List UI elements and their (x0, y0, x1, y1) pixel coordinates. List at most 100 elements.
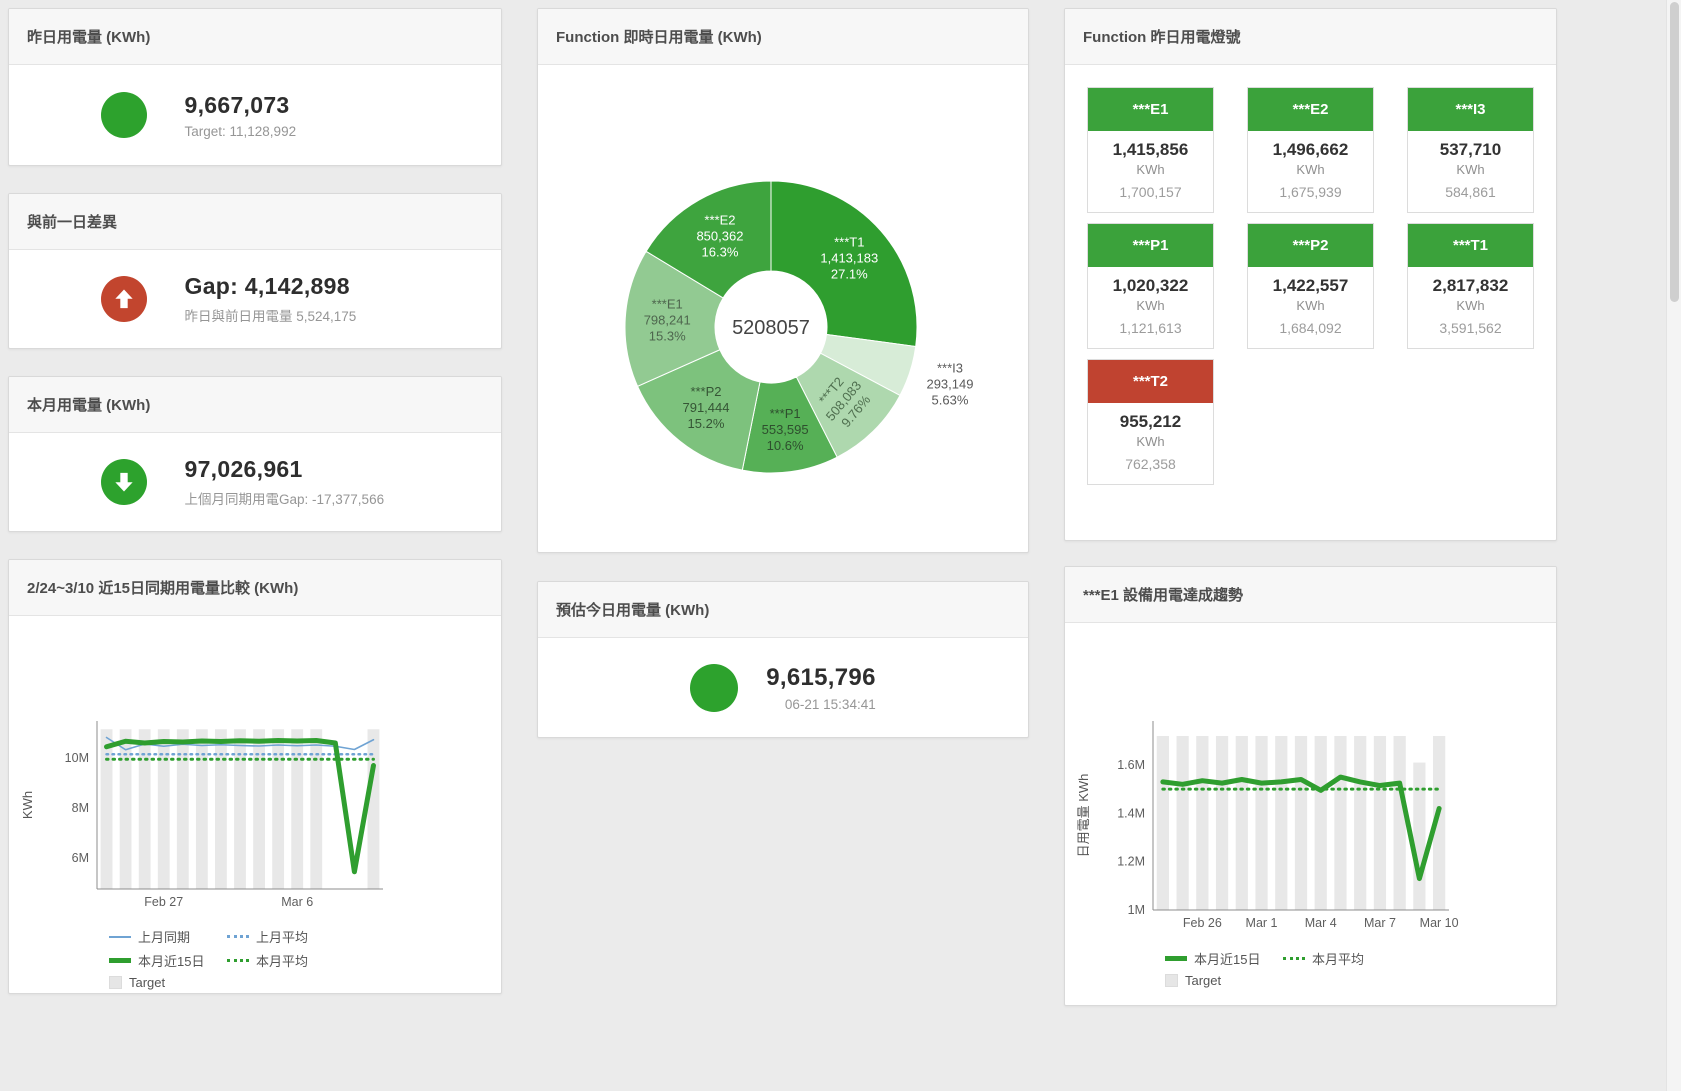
pie-slice-label: ***P2 791,444 15.2% (682, 384, 729, 431)
pie-slice-label: ***P1 553,595 10.6% (762, 406, 809, 453)
target-bar (138, 729, 151, 889)
pie-slice-label: ***E2 850,362 16.3% (696, 212, 743, 259)
stat-subtitle: Target: 11,128,992 (184, 123, 297, 139)
pie-slice-label: ***I3 293,149 5.63% (926, 361, 973, 408)
panel-yesterday-usage: 昨日用電量 (KWh) 9,667,073 Target: 11,128,992 (8, 8, 502, 166)
pie-slice[interactable] (624, 250, 724, 387)
tile-name: ***T1 (1408, 224, 1533, 267)
tile-value: 1,422,557 (1272, 276, 1349, 295)
tile-value: 1,020,322 (1112, 276, 1189, 295)
panel-e1-trend: ***E1 設備用電達成趨勢 1M 1.2M 1.4M 1.6M Feb 26 Mar 1… (1064, 566, 1557, 1006)
line-swatch (227, 935, 249, 938)
compare-chart-block: 6M 8M 10M Feb 27 Mar 6 KWh 上月同期 上月平均本月近15日 本月平均… (17, 711, 501, 990)
target-bar (1433, 735, 1446, 910)
target-bar (1176, 735, 1189, 910)
stat-body: 97,026,961 上個月同期用電Gap: -17,377,566 (9, 433, 501, 531)
panel-title-realtime[interactable]: Function 即時日用電量 (KWh) (538, 9, 1028, 65)
stat-body: 9,667,073 Target: 11,128,992 (9, 65, 501, 165)
arrow-up-circle-icon (100, 276, 147, 322)
tile-target: 584,861 (1445, 184, 1496, 200)
x-tick-label: Mar 4 (1305, 916, 1337, 930)
arrow-down-circle-icon (100, 459, 147, 505)
stat-text: 97,026,961 上個月同期用電Gap: -17,377,566 (185, 456, 410, 508)
tile-value: 1,415,856 (1112, 140, 1189, 159)
pie-slice[interactable] (770, 180, 918, 348)
panel-title-month[interactable]: 本月用電量 (KWh) (9, 377, 501, 433)
target-bar (272, 729, 285, 889)
pie-slice[interactable] (645, 180, 772, 299)
tile-name: ***E2 (1248, 88, 1373, 131)
left-column: 昨日用電量 (KWh) 9,667,073 Target: 11,128,992… (8, 8, 502, 1006)
target-bar (1255, 735, 1268, 910)
target-bar (310, 729, 323, 889)
panel-title-lights[interactable]: Function 昨日用電燈號 (1065, 9, 1556, 65)
trend-line-chart[interactable]: 1M 1.2M 1.4M 1.6M Feb 26 Mar 1 Mar 4 Mar 7 Mar 1… (1073, 711, 1463, 936)
target-bar (215, 729, 227, 889)
pie-slice-label: ***T1 1,413,183 27.1% (820, 235, 878, 282)
tile-unit: KWh (1296, 298, 1325, 313)
tile-unit: KWh (1136, 162, 1165, 177)
stat-text: Gap: 4,142,898 昨日與前日用電量 5,524,175 (185, 273, 410, 325)
legend-item[interactable]: Target (1165, 973, 1283, 988)
target-bar (367, 729, 380, 889)
donut-center-value: 5208057 (732, 317, 810, 339)
legend-item[interactable]: 本月近15日 (1165, 949, 1283, 968)
panel-title-estimate[interactable]: 預估今日用電量 (KWh) (538, 582, 1028, 638)
panel-title-compare[interactable]: 2/24~3/10 近15日同期用電量比較 (KWh) (9, 560, 501, 616)
tile-target: 1,700,157 (1119, 184, 1182, 200)
legend-item[interactable]: 本月平均 (227, 951, 345, 970)
legend-item[interactable]: Target (109, 975, 227, 990)
panel-realtime-usage: Function 即時日用電量 (KWh) ***T1 1,413,183 27.1… (537, 8, 1029, 553)
panel-title-yesterday[interactable]: 昨日用電量 (KWh) (9, 9, 501, 65)
target-bar (176, 729, 189, 889)
target-bar (291, 729, 304, 889)
compare-line-chart[interactable]: 6M 8M 10M Feb 27 Mar 6 KWh (17, 711, 397, 914)
tile-value: 1,496,662 (1272, 140, 1349, 159)
legend-item[interactable]: 上月平均 (227, 927, 345, 946)
legend-item[interactable]: 上月同期 (109, 927, 227, 946)
compare-chart-legend: 上月同期 上月平均本月近15日 本月平均 Target (109, 927, 501, 990)
pie-slice[interactable] (636, 349, 761, 471)
legend-label: 本月近15日 (138, 954, 205, 969)
target-swatch (1165, 974, 1178, 987)
stat-value: Gap: 4,142,898 (184, 273, 350, 299)
y-tick-label: 1M (1128, 903, 1145, 917)
legend-item[interactable]: 本月近15日 (109, 951, 227, 970)
panel-day-gap: 與前一日差異 Gap: 4,142,898 昨日與前日用電量 5,524,175 (8, 193, 502, 349)
panel-15day-compare: 2/24~3/10 近15日同期用電量比較 (KWh) 6M 8M 10M Feb 2… (8, 559, 502, 994)
target-bar (1334, 735, 1347, 910)
center-column: Function 即時日用電量 (KWh) ***T1 1,413,183 27.1… (537, 8, 1029, 1006)
vertical-scrollbar[interactable] (1666, 0, 1681, 1091)
tile-name: ***P2 (1248, 224, 1373, 267)
panel-title-day-gap[interactable]: 與前一日差異 (9, 194, 501, 250)
realtime-donut-chart[interactable]: ***T1 1,413,183 27.1%***I3 293,149 5.63%***T… (537, 87, 1006, 547)
y-axis-label: KWh (20, 791, 35, 819)
stat-body: 9,615,796 06-21 15:34:41 (538, 638, 1028, 737)
donut-wrap: ***T1 1,413,183 27.1% ***I3 293,149 5.63% ***T… (538, 65, 1028, 552)
x-tick-label: Feb 26 (1183, 916, 1222, 930)
panel-title-trend[interactable]: ***E1 設備用電達成趨勢 (1065, 567, 1556, 623)
target-bar (119, 729, 132, 889)
target-bar (1294, 735, 1308, 910)
tile-target: 1,684,092 (1279, 320, 1342, 336)
right-column: Function 昨日用電燈號 ***E1 1,415,856 KWh 1,700,1… (1064, 8, 1557, 1006)
green-circle-icon (690, 663, 739, 712)
series-line (104, 738, 376, 875)
panel-status-lights: Function 昨日用電燈號 ***E1 1,415,856 KWh 1,700,1… (1064, 8, 1557, 541)
target-bar (253, 729, 265, 889)
tile-name: ***E1 (1088, 88, 1213, 131)
tile-value: 537,710 (1439, 140, 1502, 159)
pie-slice-label: ***E1 798,241 15.3% (644, 296, 691, 343)
legend-label: 本月平均 (256, 954, 309, 969)
legend-label: 上月平均 (256, 930, 309, 945)
tile-unit: KWh (1136, 434, 1165, 449)
line-swatch (109, 958, 131, 963)
trend-chart-block: 1M 1.2M 1.4M 1.6M Feb 26 Mar 1 Mar 4 Mar 7 Mar 1… (1073, 711, 1556, 988)
target-swatch (109, 976, 122, 989)
legend-item[interactable]: 本月平均 (1283, 949, 1401, 968)
tile-value: 955,212 (1119, 412, 1182, 431)
scrollbar-thumb[interactable] (1669, 2, 1679, 302)
tile-name: ***T2 (1088, 360, 1213, 403)
y-axis-label: 日用電量 KWh (1076, 774, 1091, 858)
stat-subtitle: 上個月同期用電Gap: -17,377,566 (184, 492, 385, 507)
